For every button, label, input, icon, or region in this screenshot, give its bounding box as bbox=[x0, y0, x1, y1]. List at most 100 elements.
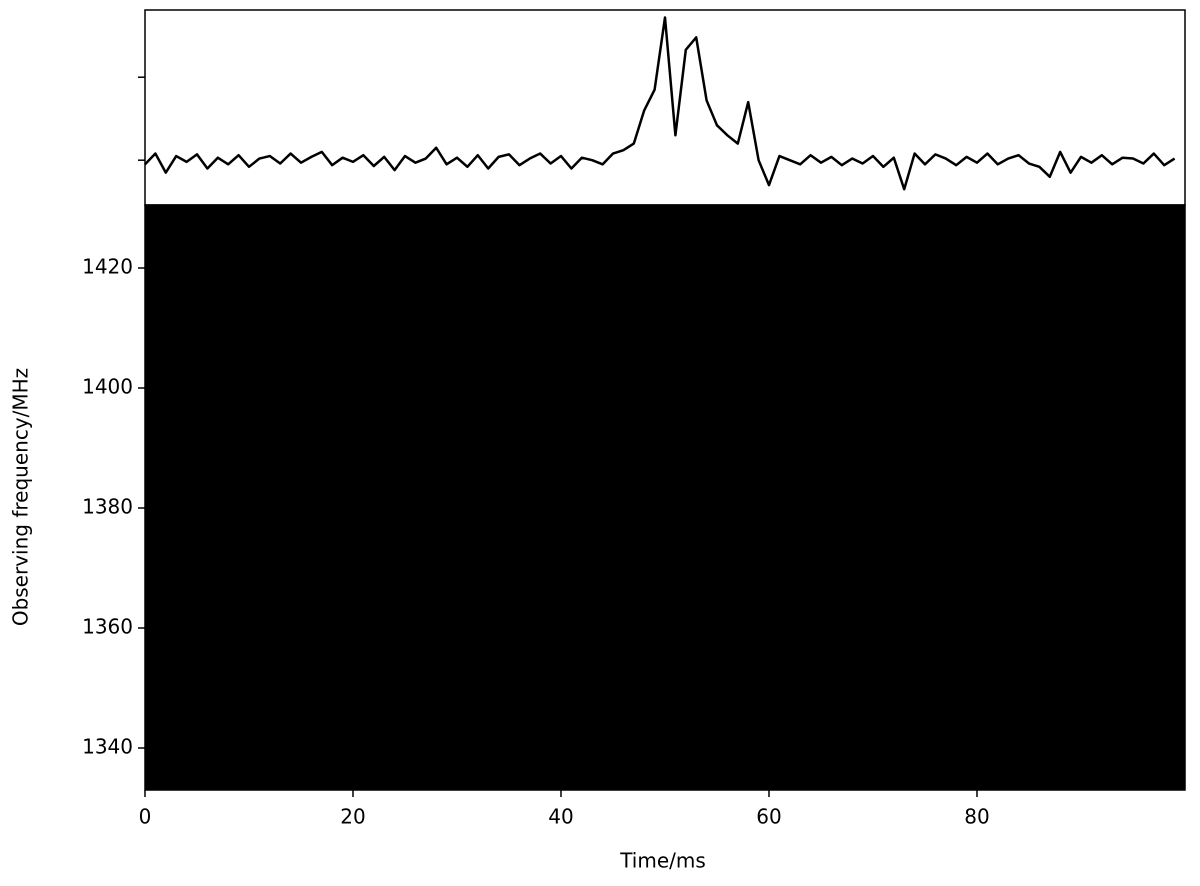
heatmap-cell bbox=[457, 502, 484, 575]
heatmap-cell bbox=[223, 574, 250, 647]
x-tick-label: 60 bbox=[756, 805, 781, 829]
heatmap-cell bbox=[691, 286, 718, 359]
heatmap-cell bbox=[145, 646, 172, 719]
heatmap-cell bbox=[457, 718, 484, 791]
heatmap-cell bbox=[1159, 502, 1186, 575]
heatmap-cell bbox=[535, 718, 562, 791]
heatmap-cell bbox=[639, 205, 666, 287]
y-tick-label: 1360 bbox=[82, 615, 133, 639]
heatmap-cell bbox=[561, 286, 588, 359]
heatmap-cell bbox=[171, 574, 198, 647]
heatmap-cell bbox=[275, 286, 302, 359]
heatmap-cell bbox=[587, 502, 614, 575]
heatmap-cell bbox=[145, 718, 172, 791]
heatmap-cell bbox=[405, 718, 432, 791]
heatmap-cell bbox=[717, 574, 744, 647]
heatmap-cell bbox=[691, 646, 718, 719]
heatmap-cell bbox=[1107, 718, 1134, 791]
heatmap-cell bbox=[1107, 574, 1134, 647]
heatmap-cell bbox=[613, 502, 640, 575]
heatmap-cell bbox=[561, 502, 588, 575]
heatmap-cell bbox=[431, 430, 458, 503]
heatmap-cell bbox=[899, 358, 926, 431]
heatmap-cell bbox=[821, 502, 848, 575]
heatmap-cell bbox=[795, 502, 822, 575]
heatmap-cell bbox=[379, 205, 406, 287]
heatmap-cell bbox=[353, 718, 380, 791]
heatmap-cell bbox=[431, 358, 458, 431]
heatmap-cell bbox=[847, 205, 874, 287]
heatmap-cell bbox=[899, 286, 926, 359]
heatmap-cell bbox=[587, 718, 614, 791]
heatmap-cell bbox=[743, 205, 770, 287]
heatmap-cell bbox=[847, 574, 874, 647]
y-tick-label: 1420 bbox=[82, 255, 133, 279]
heatmap-cell bbox=[249, 574, 276, 647]
heatmap-cell bbox=[769, 430, 796, 503]
heatmap-cell bbox=[483, 502, 510, 575]
heatmap-cell bbox=[457, 646, 484, 719]
heatmap-cell bbox=[665, 286, 692, 359]
heatmap-cell bbox=[1029, 718, 1056, 791]
plot-frame bbox=[144, 9, 1186, 206]
y-tick-label: 1380 bbox=[82, 495, 133, 519]
heatmap-cell bbox=[665, 358, 692, 431]
heatmap-cell bbox=[1003, 718, 1030, 791]
heatmap-cell bbox=[847, 286, 874, 359]
heatmap-cell bbox=[899, 502, 926, 575]
x-tick-label: 20 bbox=[340, 805, 365, 829]
heatmap-cell bbox=[977, 286, 1004, 359]
heatmap-cell bbox=[197, 430, 224, 503]
heatmap-cell bbox=[509, 286, 536, 359]
x-axis-label: Time/ms bbox=[619, 849, 706, 873]
heatmap-cell bbox=[171, 502, 198, 575]
heatmap-cell bbox=[561, 205, 588, 287]
heatmap-cell bbox=[145, 502, 172, 575]
heatmap-cell bbox=[587, 430, 614, 503]
heatmap-cell bbox=[925, 646, 952, 719]
heatmap-cell bbox=[743, 574, 770, 647]
heatmap-cell bbox=[1133, 646, 1160, 719]
heatmap-cell bbox=[1133, 574, 1160, 647]
heatmap-cell bbox=[327, 646, 354, 719]
heatmap-cell bbox=[483, 430, 510, 503]
heatmap-cell bbox=[249, 502, 276, 575]
heatmap-cell bbox=[509, 205, 536, 287]
heatmap-cell bbox=[405, 205, 432, 287]
heatmap-cell bbox=[691, 718, 718, 791]
heatmap-cell bbox=[223, 205, 250, 287]
heatmap-cell bbox=[483, 646, 510, 719]
x-tick-label: 0 bbox=[139, 805, 152, 829]
heatmap-cell bbox=[1055, 718, 1082, 791]
heatmap-cell bbox=[1029, 574, 1056, 647]
heatmap-cell bbox=[457, 358, 484, 431]
heatmap-cell bbox=[769, 646, 796, 719]
heatmap-cell bbox=[483, 205, 510, 287]
heatmap-cell bbox=[145, 358, 172, 431]
heatmap-cell bbox=[197, 718, 224, 791]
heatmap-cell bbox=[483, 286, 510, 359]
heatmap-cell bbox=[483, 574, 510, 647]
heatmap-cell bbox=[457, 286, 484, 359]
heatmap-cell bbox=[925, 358, 952, 431]
heatmap-cell bbox=[1055, 358, 1082, 431]
heatmap-cell bbox=[171, 646, 198, 719]
heatmap-cell bbox=[717, 646, 744, 719]
heatmap-cell bbox=[1003, 646, 1030, 719]
heatmap-cell bbox=[821, 718, 848, 791]
heatmap-cell bbox=[379, 718, 406, 791]
profile-line bbox=[144, 16, 1176, 191]
heatmap-cell bbox=[431, 646, 458, 719]
heatmap-cell bbox=[197, 502, 224, 575]
heatmap-cell bbox=[1159, 205, 1186, 287]
heatmap-cell bbox=[769, 718, 796, 791]
heatmap-cell bbox=[847, 646, 874, 719]
heatmap-cell bbox=[691, 205, 718, 287]
heatmap-cell bbox=[717, 205, 744, 287]
heatmap-cell bbox=[1107, 358, 1134, 431]
heatmap-cell bbox=[301, 574, 328, 647]
heatmap-cell bbox=[613, 358, 640, 431]
heatmap-cell bbox=[535, 205, 562, 287]
heatmap-cell bbox=[249, 646, 276, 719]
